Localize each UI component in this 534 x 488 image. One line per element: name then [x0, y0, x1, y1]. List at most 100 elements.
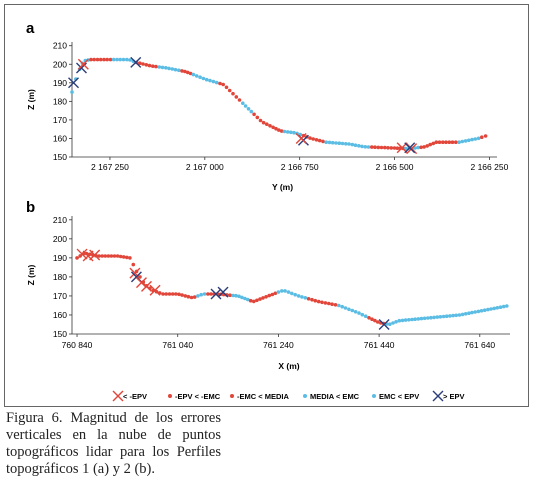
- data-point: [106, 254, 111, 258]
- data-point: [198, 75, 202, 79]
- data-point: [448, 314, 452, 318]
- data-point: [317, 138, 322, 143]
- x-tick-label: 761 240: [263, 340, 294, 350]
- data-point: [410, 317, 414, 322]
- marker-lt_neg_epv: [141, 280, 153, 292]
- data-point: [357, 144, 361, 148]
- panel-label: a: [26, 20, 35, 37]
- data-point: [234, 293, 238, 298]
- data-point: [489, 307, 493, 311]
- data-point: [441, 314, 446, 319]
- data-point: [231, 91, 235, 96]
- data-point: [422, 145, 426, 149]
- data-point: [467, 138, 471, 143]
- data-point: [231, 293, 235, 298]
- data-point: [470, 137, 474, 142]
- data-point: [308, 136, 312, 140]
- data-point: [451, 313, 455, 318]
- x-tick-label: 761 640: [464, 340, 495, 350]
- data-point: [463, 139, 468, 143]
- data-point: [463, 312, 468, 316]
- data-point: [170, 292, 175, 296]
- data-point: [267, 293, 272, 298]
- x-axis-label: X (m): [278, 361, 299, 371]
- y-tick-label: 150: [53, 152, 67, 162]
- data-point: [183, 69, 187, 74]
- data-point: [428, 142, 433, 147]
- data-point: [450, 140, 455, 144]
- legend-item-media_emc: MEDIA < EMC: [303, 392, 360, 401]
- data-point: [211, 79, 216, 84]
- data-point: [240, 295, 244, 300]
- marker-lt_neg_epv: [295, 132, 307, 144]
- data-point: [383, 145, 387, 150]
- data-point: [264, 295, 268, 299]
- data-point: [271, 125, 275, 130]
- data-point: [360, 144, 364, 149]
- data-point: [246, 297, 250, 302]
- data-point: [400, 318, 405, 323]
- data-point: [435, 315, 440, 319]
- y-tick-label: 190: [53, 253, 67, 263]
- data-point: [289, 130, 293, 135]
- data-point: [252, 112, 256, 117]
- data-point: [186, 294, 191, 299]
- data-point: [103, 254, 108, 258]
- data-point: [261, 296, 265, 300]
- data-point: [194, 74, 199, 78]
- data-point: [209, 292, 213, 296]
- y-tick-label: 170: [53, 291, 67, 301]
- data-point: [454, 140, 458, 144]
- data-point: [334, 141, 338, 145]
- data-point: [151, 64, 155, 68]
- series-points: [75, 251, 509, 327]
- data-point: [92, 57, 96, 62]
- marker-gt_epv: [210, 288, 222, 300]
- data-point: [376, 145, 381, 150]
- data-point: [241, 101, 245, 105]
- marker-lt_neg_epv: [77, 58, 89, 70]
- data-point: [258, 297, 262, 301]
- data-point: [333, 303, 338, 307]
- data-point: [306, 297, 311, 301]
- data-point: [438, 315, 443, 319]
- data-point: [228, 293, 232, 298]
- data-point: [311, 137, 316, 141]
- data-point: [255, 115, 260, 120]
- y-tick-label: 150: [53, 329, 67, 339]
- panel-a: a 150 160 170 180 190 200 210 2 167 250 2 167 000…: [26, 20, 509, 192]
- data-point: [111, 57, 116, 62]
- legend-label: -EMC < MEDIA: [237, 392, 289, 401]
- data-point: [277, 128, 281, 132]
- x-tick-label: 2 167 250: [91, 162, 129, 172]
- data-point: [125, 57, 129, 62]
- data-point: [479, 309, 484, 313]
- data-point: [108, 57, 113, 62]
- data-point: [270, 292, 275, 297]
- data-point: [191, 72, 196, 77]
- data-point: [192, 295, 197, 299]
- y-tick-label: 160: [53, 133, 67, 143]
- data-point: [473, 310, 478, 314]
- data-point: [353, 310, 358, 314]
- data-point: [115, 254, 120, 258]
- data-point: [327, 140, 332, 145]
- y-tick-label: 200: [53, 59, 67, 69]
- data-point: [395, 146, 400, 150]
- data-point: [386, 146, 390, 150]
- data-point: [248, 298, 253, 303]
- y-tick-label: 180: [53, 272, 67, 282]
- data-point: [157, 65, 162, 69]
- data-point: [206, 292, 210, 296]
- data-point: [180, 69, 184, 73]
- data-point: [177, 292, 181, 297]
- y-tick-label: 170: [53, 115, 67, 125]
- data-point: [201, 76, 206, 81]
- data-point: [121, 57, 126, 62]
- data-point: [447, 140, 452, 144]
- x-tick-label: 761 440: [364, 340, 395, 350]
- data-point: [167, 292, 172, 296]
- data-point: [467, 311, 471, 316]
- marker-lt_neg_epv: [89, 249, 101, 261]
- data-point: [208, 78, 212, 83]
